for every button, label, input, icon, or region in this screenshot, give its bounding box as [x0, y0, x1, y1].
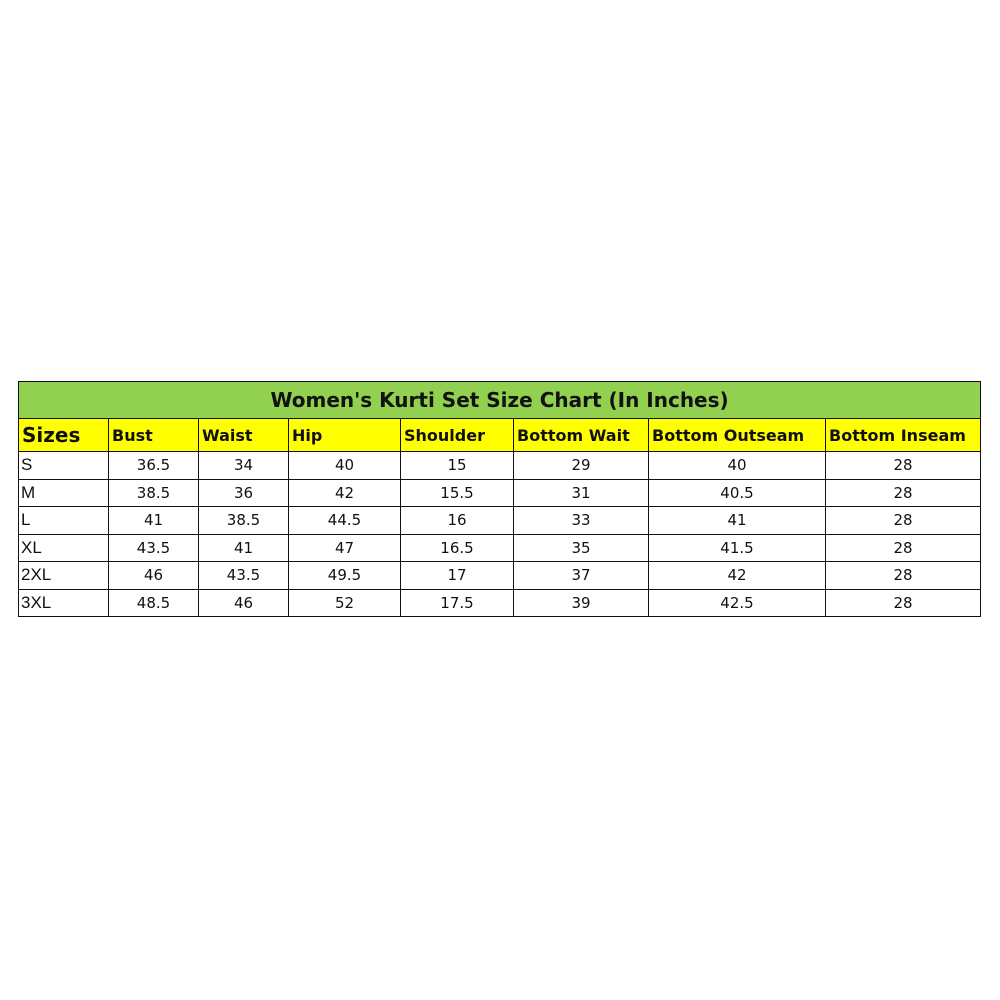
measurement-cell: 37 [513, 561, 649, 590]
measurement-cell: 44.5 [288, 506, 401, 535]
measurement-cell: 41 [648, 506, 826, 535]
table-row: L 41 38.5 44.5 16 33 41 28 [18, 506, 982, 535]
size-label: 3XL [18, 588, 109, 617]
measurement-cell: 48.5 [108, 588, 199, 617]
size-label: S [18, 451, 109, 480]
table-row: M 38.5 36 42 15.5 31 40.5 28 [18, 478, 982, 507]
measurement-cell: 49.5 [288, 561, 401, 590]
measurement-cell: 17 [400, 561, 514, 590]
measurement-cell: 40 [288, 451, 401, 480]
measurement-cell: 16 [400, 506, 514, 535]
measurement-cell: 40.5 [648, 478, 826, 507]
table-row: S 36.5 34 40 15 29 40 28 [18, 451, 982, 480]
measurement-cell: 28 [824, 451, 982, 480]
column-header: Waist [198, 418, 289, 452]
measurement-cell: 28 [824, 533, 982, 562]
measurement-cell: 42 [648, 561, 826, 590]
measurement-cell: 40 [648, 451, 826, 480]
size-chart-table: Women's Kurti Set Size Chart (In Inches)… [17, 381, 982, 617]
column-header: Bottom Inseam [824, 418, 982, 452]
table-row: 2XL 46 43.5 49.5 17 37 42 28 [18, 561, 982, 590]
measurement-cell: 43.5 [108, 533, 199, 562]
chart-title: Women's Kurti Set Size Chart (In Inches) [17, 381, 982, 419]
measurement-cell: 43.5 [198, 561, 289, 590]
measurement-cell: 33 [513, 506, 649, 535]
measurement-cell: 46 [198, 588, 289, 617]
measurement-cell: 39 [513, 588, 649, 617]
measurement-cell: 29 [513, 451, 649, 480]
measurement-cell: 28 [824, 506, 982, 535]
measurement-cell: 38.5 [198, 506, 289, 535]
measurement-cell: 41.5 [648, 533, 826, 562]
column-header: Bottom Outseam [648, 418, 826, 452]
size-label: XL [18, 533, 109, 562]
measurement-cell: 15.5 [400, 478, 514, 507]
size-label: L [18, 506, 109, 535]
measurement-cell: 41 [108, 506, 199, 535]
title-row: Women's Kurti Set Size Chart (In Inches) [17, 381, 982, 419]
measurement-cell: 28 [824, 478, 982, 507]
table-row: XL 43.5 41 47 16.5 35 41.5 28 [18, 533, 982, 562]
measurement-cell: 34 [198, 451, 289, 480]
measurement-cell: 17.5 [400, 588, 514, 617]
measurement-cell: 28 [824, 561, 982, 590]
column-header: Hip [288, 418, 401, 452]
column-header: Sizes [18, 418, 109, 452]
measurement-cell: 47 [288, 533, 401, 562]
measurement-cell: 16.5 [400, 533, 514, 562]
measurement-cell: 28 [824, 588, 982, 617]
size-label: 2XL [18, 561, 109, 590]
measurement-cell: 38.5 [108, 478, 199, 507]
column-header: Bottom Wait [513, 418, 649, 452]
table-row: 3XL 48.5 46 52 17.5 39 42.5 28 [18, 588, 982, 617]
measurement-cell: 42 [288, 478, 401, 507]
column-header: Bust [108, 418, 199, 452]
measurement-cell: 15 [400, 451, 514, 480]
measurement-cell: 36 [198, 478, 289, 507]
column-header: Shoulder [400, 418, 514, 452]
measurement-cell: 46 [108, 561, 199, 590]
measurement-cell: 36.5 [108, 451, 199, 480]
measurement-cell: 31 [513, 478, 649, 507]
size-label: M [18, 478, 109, 507]
measurement-cell: 52 [288, 588, 401, 617]
measurement-cell: 42.5 [648, 588, 826, 617]
measurement-cell: 35 [513, 533, 649, 562]
header-row: Sizes Bust Waist Hip Shoulder Bottom Wait Bott… [18, 418, 982, 452]
measurement-cell: 41 [198, 533, 289, 562]
